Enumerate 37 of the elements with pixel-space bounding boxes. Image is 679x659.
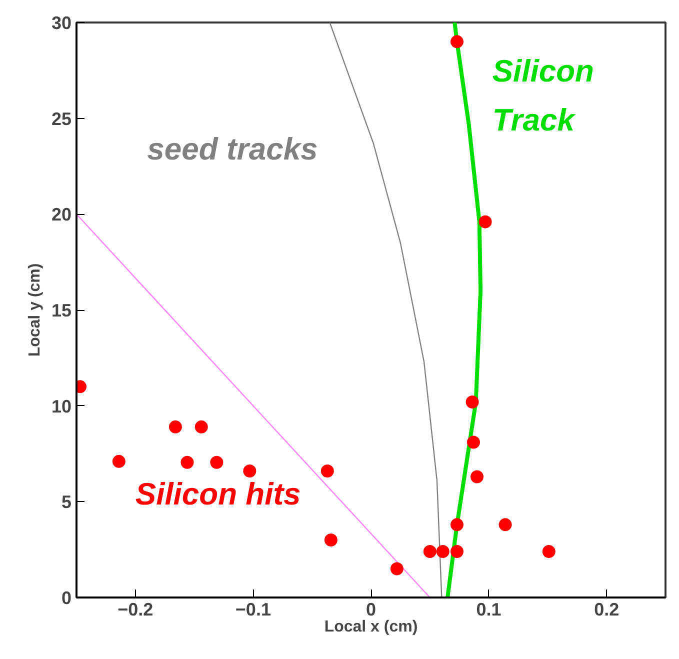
series-label: Silicon hits <box>135 476 301 512</box>
point <box>390 562 404 576</box>
point <box>498 518 512 532</box>
x-axis-title: Local x (cm) <box>324 618 418 636</box>
x-tick-label: −0.1 <box>235 600 271 620</box>
point <box>423 545 436 558</box>
x-tick-label: 0 <box>366 600 376 620</box>
point <box>194 420 208 434</box>
point <box>466 396 479 408</box>
point <box>450 518 464 532</box>
series-label: Silicon Track <box>492 54 594 138</box>
point <box>243 464 256 478</box>
point <box>112 454 126 468</box>
point <box>436 545 450 558</box>
point <box>478 215 492 228</box>
point <box>470 470 484 484</box>
point <box>168 420 182 434</box>
x-tick-label: −0.2 <box>118 600 154 620</box>
point <box>180 456 194 469</box>
x-tick-label: 0.1 <box>476 600 502 620</box>
point <box>466 436 480 449</box>
point <box>320 464 334 478</box>
point <box>210 456 224 469</box>
y-tick-label: 20 <box>51 204 72 225</box>
y-tick-label: 30 <box>51 13 72 33</box>
y-tick-label: 5 <box>61 492 72 512</box>
y-tick-label: 10 <box>51 396 72 416</box>
line-series <box>329 22 442 598</box>
point <box>450 35 464 48</box>
x-tick-label: 0.2 <box>594 600 620 620</box>
y-tick-label: 15 <box>51 300 72 320</box>
point <box>450 545 464 558</box>
point <box>324 534 338 546</box>
series-label: seed tracks <box>147 131 318 166</box>
point <box>542 545 556 558</box>
y-tick-label: 25 <box>51 108 72 129</box>
y-axis-title: Local y (cm) <box>26 263 44 357</box>
